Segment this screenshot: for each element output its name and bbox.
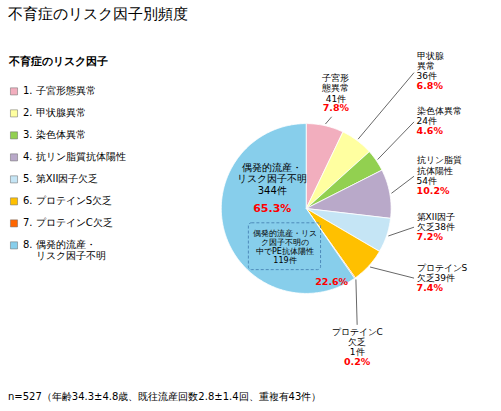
svg-text:1. 子宮形態異常: 1. 子宮形態異常 (23, 85, 96, 96)
svg-text:偶発的流産・リスク因子不明344件: 偶発的流産・リスク因子不明344件 (237, 162, 307, 196)
svg-text:プロテインS欠乏39件: プロテインS欠乏39件 (417, 263, 468, 283)
svg-text:抗リン脂質抗体陽性54件: 抗リン脂質抗体陽性54件 (417, 155, 462, 186)
svg-text:7. プロテインC欠乏: 7. プロテインC欠乏 (23, 217, 113, 228)
svg-text:3. 染色体異常: 3. 染色体異常 (23, 129, 86, 140)
html-text:n=527（年齢34.3±4.8歳、既往流産回数2.8±1.: n=527（年齢34.3±4.8歳、既往流産回数2.8±1.4回、重複有43件） (8, 391, 322, 402)
html-text:不育症のリスク因子別頻度: 不育症のリスク因子別頻度 (8, 5, 188, 23)
svg-text:4. 抗リン脂質抗体陽性: 4. 抗リン脂質抗体陽性 (23, 151, 126, 162)
svg-text:2. 甲状腺異常: 2. 甲状腺異常 (23, 107, 86, 118)
svg-text:偶発的流産・リスク因子不明の中でPE抗体陽性119件: 偶発的流産・リスク因子不明の中でPE抗体陽性119件 (253, 229, 317, 266)
svg-text:7.8%: 7.8% (323, 102, 350, 113)
svg-text:甲状腺異常36件: 甲状腺異常36件 (417, 51, 444, 82)
svg-text:10.2%: 10.2% (417, 185, 450, 196)
svg-text:染色体異常24件: 染色体異常24件 (417, 106, 462, 126)
svg-text:0.2%: 0.2% (344, 356, 371, 367)
svg-text:プロテインC欠乏1件: プロテインC欠乏1件 (331, 327, 382, 358)
svg-text:65.3%: 65.3% (253, 202, 291, 215)
svg-text:8. 偶発的流産・ リスク因子不明: 8. 偶発的流産・ リスク因子不明 (23, 239, 106, 262)
svg-text:7.4%: 7.4% (417, 282, 444, 293)
svg-text:6. プロテインS欠乏: 6. プロテインS欠乏 (23, 195, 112, 206)
svg-text:不育症のリスク因子: 不育症のリスク因子 (8, 55, 108, 68)
svg-text:6.8%: 6.8% (417, 80, 444, 91)
svg-text:5. 第XII因子欠乏: 5. 第XII因子欠乏 (23, 173, 98, 184)
svg-text:第XII因子欠乏38件: 第XII因子欠乏38件 (417, 212, 455, 232)
svg-text:4.6%: 4.6% (417, 125, 444, 136)
svg-text:22.6%: 22.6% (315, 276, 348, 287)
svg-text:子宮形態異常41件: 子宮形態異常41件 (321, 73, 349, 104)
svg-text:7.2%: 7.2% (417, 231, 444, 242)
